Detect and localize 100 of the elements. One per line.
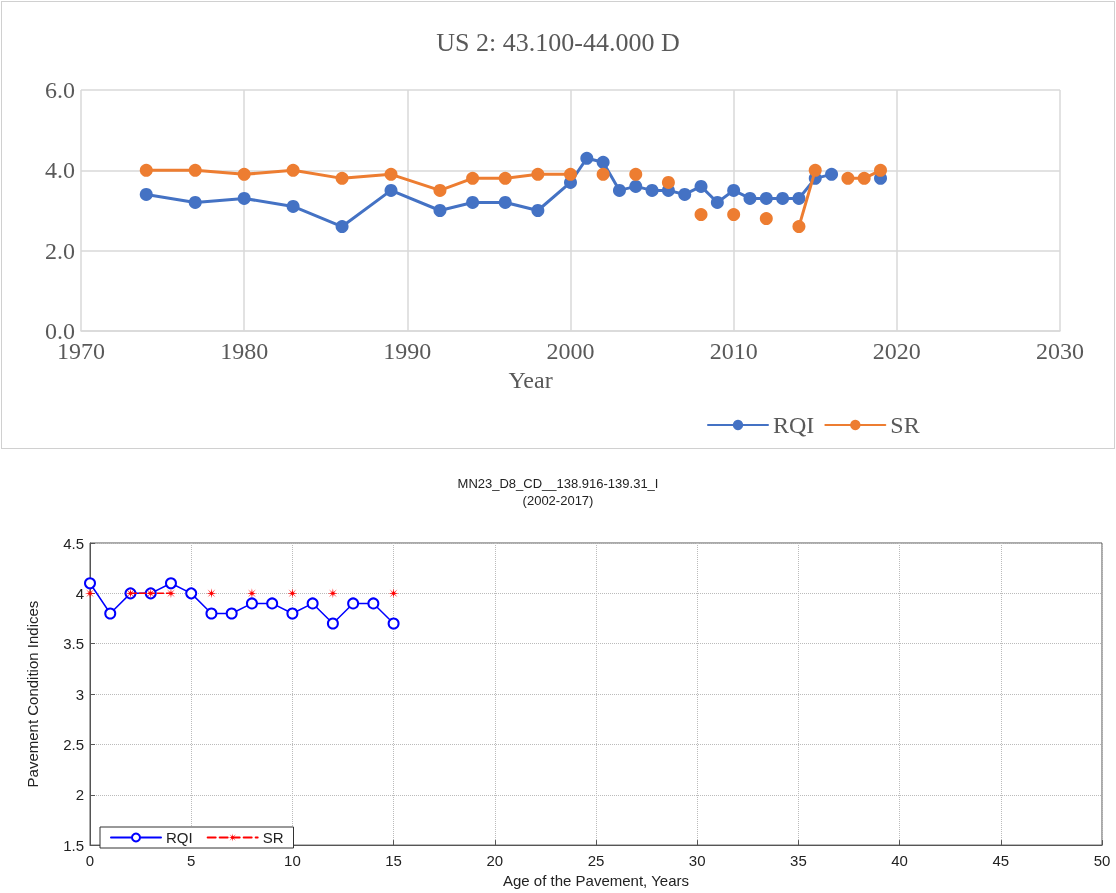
- point: [776, 191, 790, 205]
- point: [306, 597, 319, 610]
- point: [347, 597, 360, 610]
- y-tick-label: 2.5: [63, 735, 84, 753]
- x-tick-label: 35: [790, 852, 807, 870]
- point: [596, 155, 610, 169]
- point: [205, 607, 218, 620]
- point: [384, 183, 398, 197]
- y-tick-label: 1.5: [63, 836, 84, 854]
- point: [678, 187, 692, 201]
- y-tick-label: 3: [75, 685, 84, 703]
- x-tick-label: 0: [85, 852, 95, 870]
- chart-subtitle: (2002-2017): [522, 493, 594, 508]
- x-tick-label: 2020: [872, 338, 921, 364]
- point: [206, 588, 217, 599]
- point: [612, 183, 626, 197]
- point: [466, 171, 480, 185]
- x-tick-label: 30: [688, 852, 706, 870]
- chart-title: MN23_D8_CD__138.916-139.31_I: [457, 476, 659, 491]
- point: [433, 204, 447, 217]
- point: [645, 183, 659, 197]
- point: [326, 617, 339, 630]
- point: [188, 195, 202, 209]
- point: [694, 208, 708, 222]
- point: [388, 588, 399, 599]
- legend-label: SR: [262, 829, 284, 846]
- y-tick-label: 2: [75, 786, 84, 804]
- point: [84, 577, 96, 590]
- y-axis-title: Pavement Condition Indices: [24, 600, 41, 788]
- point: [466, 195, 480, 209]
- y-tick-label: 6.0: [45, 77, 75, 103]
- point: [245, 597, 258, 610]
- chart-title: US 2: 43.100-44.000 D: [436, 27, 680, 57]
- x-tick-label: 1980: [220, 338, 269, 364]
- point: [694, 179, 708, 193]
- point: [188, 163, 202, 177]
- point: [237, 167, 251, 181]
- x-tick-label: 50: [1093, 852, 1111, 870]
- x-tick-label: 15: [385, 852, 402, 870]
- point: [286, 199, 300, 213]
- point: [629, 179, 643, 193]
- point: [286, 163, 300, 177]
- x-tick-label: 2000: [546, 338, 595, 364]
- point: [104, 607, 117, 620]
- point: [327, 588, 338, 599]
- y-tick-label: 2.0: [45, 237, 75, 264]
- x-tick-label: 40: [891, 852, 908, 870]
- point: [286, 607, 299, 620]
- point: [185, 587, 198, 600]
- x-tick-label: 25: [587, 852, 605, 870]
- x-axis-title: Age of the Pavement, Years: [503, 872, 689, 889]
- x-tick-label: 20: [486, 852, 504, 870]
- x-tick-label: 2010: [709, 338, 758, 364]
- point: [367, 597, 380, 610]
- point: [727, 183, 741, 197]
- point: [433, 183, 447, 197]
- y-tick-label: 3.5: [63, 635, 84, 653]
- legend-label: SR: [890, 412, 920, 438]
- point: [335, 171, 349, 185]
- point: [564, 167, 577, 181]
- point: [498, 195, 512, 209]
- point: [629, 167, 643, 181]
- y-tick-label: 4.0: [45, 157, 75, 184]
- point: [710, 195, 724, 209]
- legend-label: RQI: [166, 829, 193, 846]
- point: [596, 167, 610, 181]
- point: [759, 191, 773, 205]
- point: [266, 597, 279, 610]
- legend-label: RQI: [773, 412, 815, 438]
- point: [743, 191, 757, 205]
- point: [727, 208, 741, 222]
- x-tick-label: 5: [187, 852, 196, 870]
- point: [531, 204, 545, 217]
- point: [498, 171, 512, 185]
- point: [825, 167, 839, 181]
- x-tick-label: 10: [284, 852, 301, 870]
- x-axis-title: Year: [508, 366, 553, 393]
- point: [225, 607, 238, 620]
- point: [246, 588, 257, 599]
- point: [661, 175, 675, 189]
- point: [874, 163, 888, 177]
- point: [237, 191, 251, 205]
- point: [387, 617, 400, 630]
- point: [792, 191, 806, 205]
- point: [531, 167, 545, 181]
- point: [287, 588, 298, 599]
- point: [384, 167, 398, 181]
- point: [808, 163, 822, 177]
- point: [164, 577, 177, 590]
- point: [857, 171, 871, 185]
- point: [841, 171, 855, 185]
- y-tick-label: 4.5: [63, 534, 84, 552]
- point: [759, 212, 773, 226]
- y-tick-label: 4: [75, 584, 84, 602]
- point: [139, 187, 153, 201]
- x-tick-label: 45: [992, 852, 1010, 870]
- point: [335, 220, 349, 234]
- point: [792, 220, 806, 234]
- x-tick-label: 2030: [1036, 338, 1084, 364]
- point: [580, 151, 594, 165]
